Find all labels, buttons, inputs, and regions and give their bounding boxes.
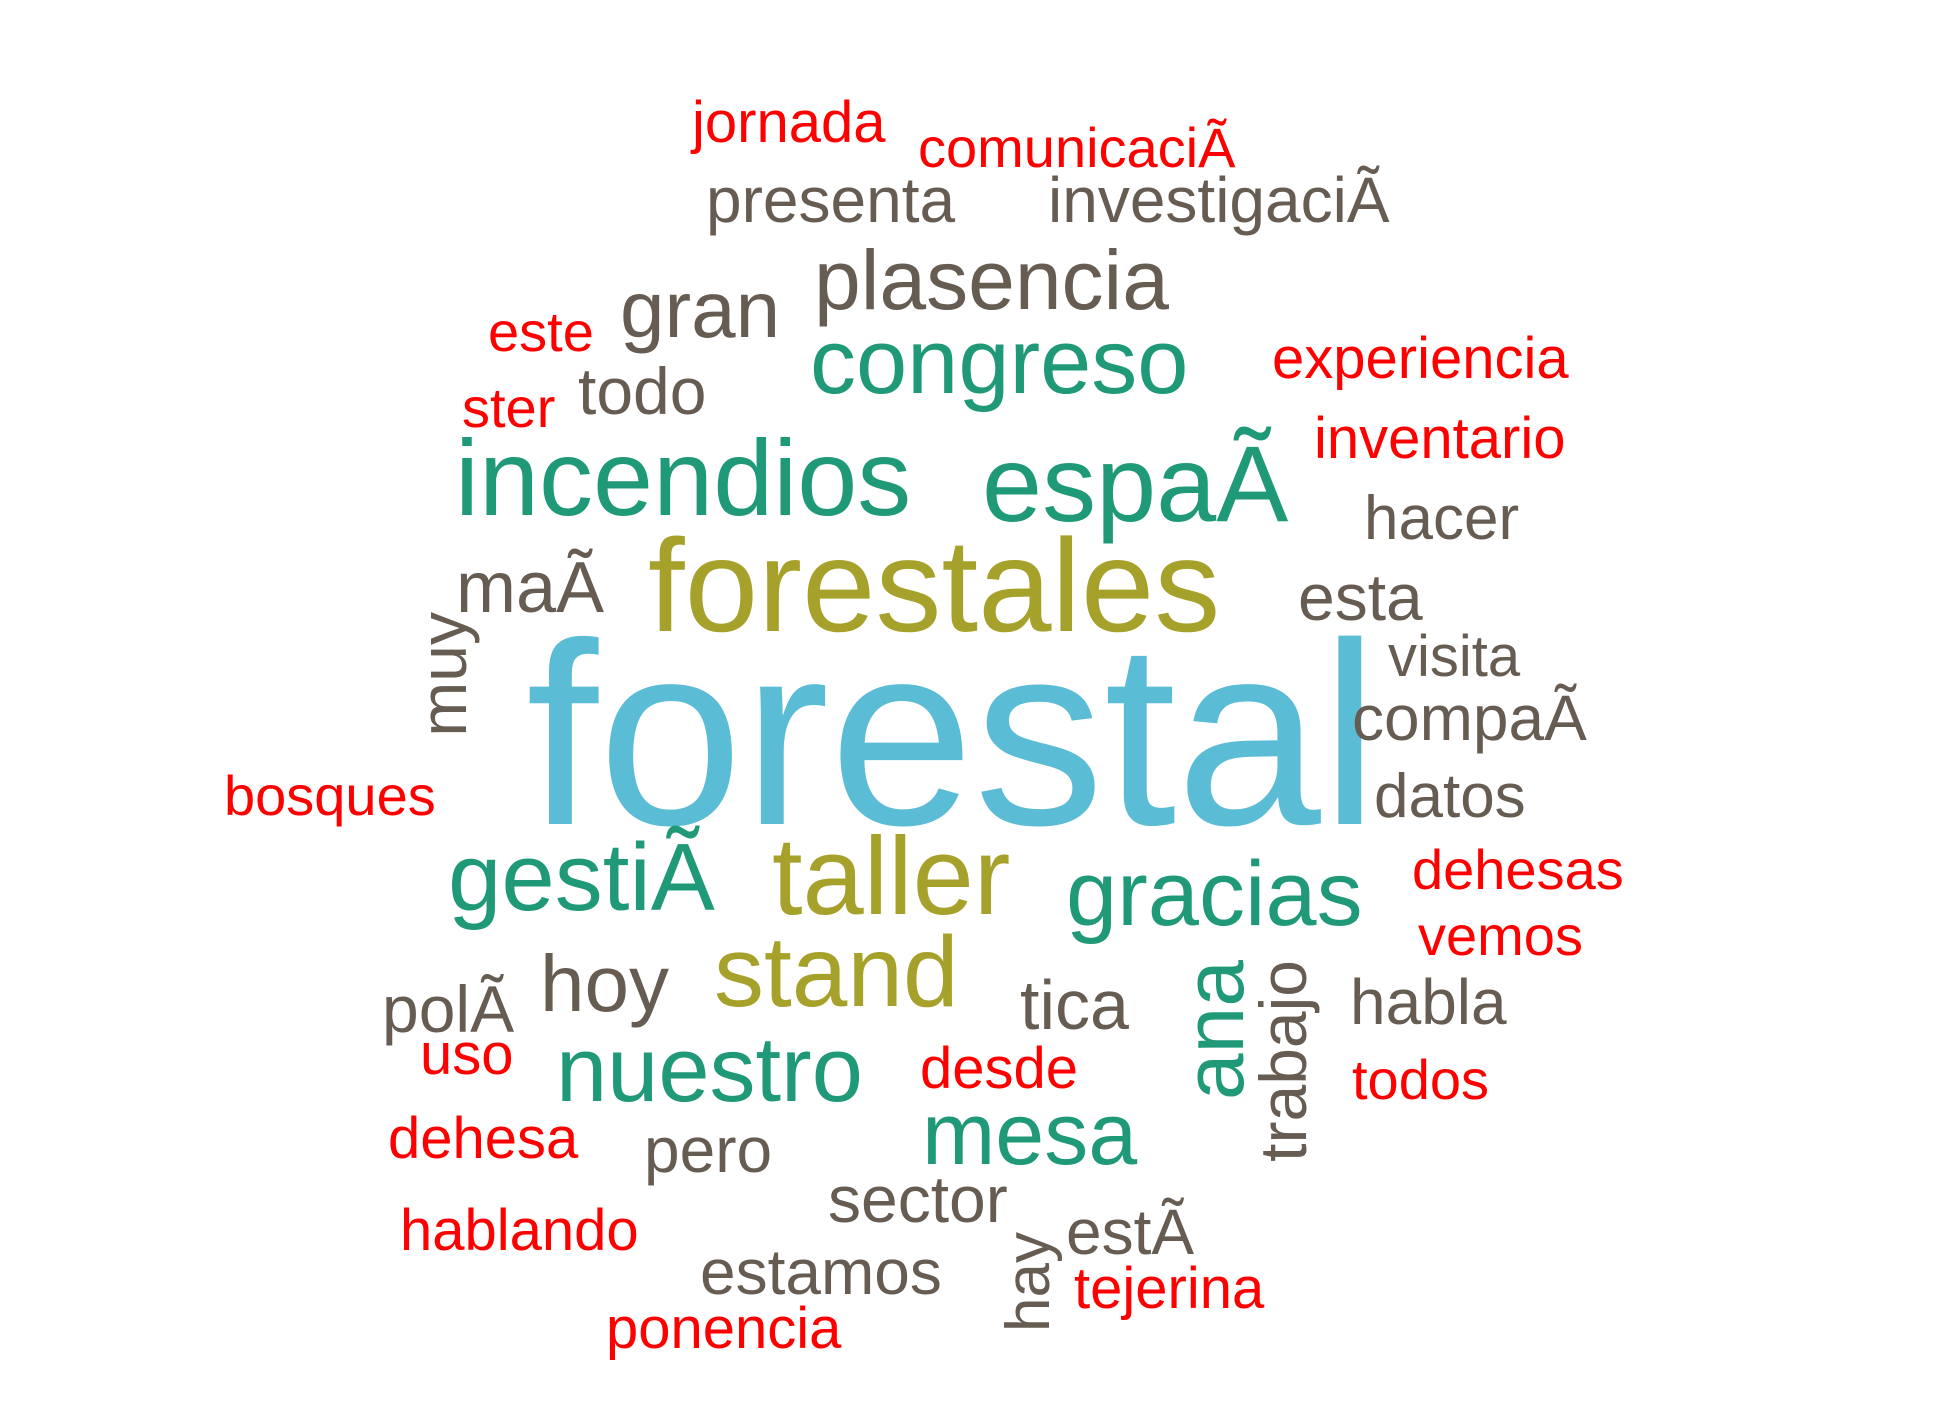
word-ponencia: ponencia [606, 1296, 842, 1361]
word-nuestro: nuestro [556, 1019, 863, 1121]
word-comunicaci: comunicaciÃ [918, 116, 1236, 179]
word-investigaci: investigaciÃ [1048, 164, 1390, 236]
word-bosques: bosques [224, 764, 436, 827]
word-est: estÃ [1066, 1196, 1195, 1268]
word-datos: datos [1374, 762, 1526, 831]
word-presenta: presenta [706, 164, 956, 236]
word-todos: todos [1352, 1048, 1489, 1111]
word-hablando: hablando [400, 1198, 639, 1263]
word-gran: gran [620, 265, 781, 354]
word-mesa: mesa [922, 1084, 1138, 1183]
word-gracias: gracias [1066, 843, 1363, 945]
word-tejerina: tejerina [1074, 1256, 1265, 1321]
word-desde: desde [920, 1036, 1079, 1101]
word-dehesa: dehesa [388, 1106, 579, 1171]
word-gesti: gestiÃ [448, 824, 715, 931]
word-pero: pero [644, 1114, 773, 1186]
word-compa: compaÃ [1352, 682, 1587, 754]
word-hacer: hacer [1364, 484, 1520, 553]
word-uso: uso [420, 1022, 514, 1087]
word-forestal: forestal [526, 590, 1379, 880]
word-inventario: inventario [1314, 406, 1566, 471]
word-todo: todo [578, 354, 707, 428]
word-forestales: forestales [648, 512, 1221, 659]
word-taller: taller [772, 815, 1011, 938]
word-pol: polÃ [382, 972, 515, 1046]
word-congreso: congreso [810, 311, 1189, 413]
word-habla: habla [1350, 966, 1507, 1038]
word-vemos: vemos [1418, 904, 1583, 967]
word-visita: visita [1388, 624, 1521, 689]
word-ma: maÃ [456, 548, 605, 628]
word-espa: espaÃ [982, 423, 1289, 544]
word-dehesas: dehesas [1412, 838, 1624, 901]
word-estamos: estamos [700, 1236, 942, 1308]
word-stand: stand [714, 916, 959, 1028]
word-hoy: hoy [540, 939, 669, 1028]
word-hay: hay [994, 1232, 1063, 1332]
word-sector: sector [828, 1162, 1008, 1236]
word-esta: esta [1298, 560, 1423, 634]
word-experiencia: experiencia [1272, 326, 1569, 391]
word-este: este [488, 300, 594, 363]
word-ster: ster [462, 376, 556, 439]
word-ana: ana [1167, 960, 1261, 1101]
word-tica: tica [1020, 966, 1129, 1044]
word-muy: muy [406, 612, 480, 737]
word-incendios: incendios [455, 417, 912, 538]
word-trabajo: trabajo [1246, 960, 1320, 1162]
word-jornada: jornada [692, 90, 886, 155]
word-plasencia: plasencia [814, 233, 1169, 327]
